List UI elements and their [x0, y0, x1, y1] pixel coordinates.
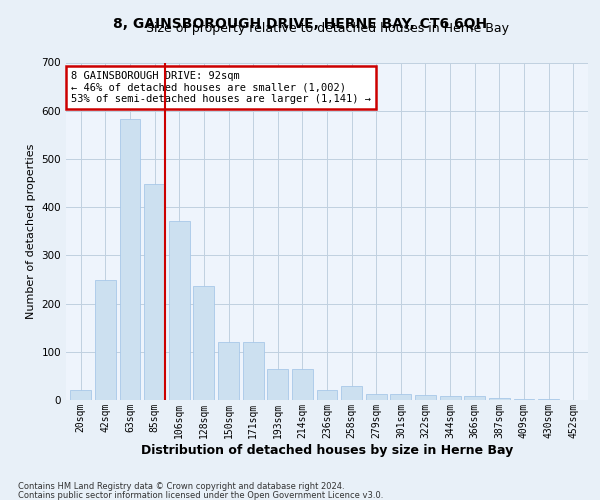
Bar — [144, 184, 165, 400]
Bar — [341, 386, 362, 400]
Bar — [292, 368, 313, 400]
Bar — [514, 398, 535, 400]
Y-axis label: Number of detached properties: Number of detached properties — [26, 144, 36, 319]
Bar — [464, 396, 485, 400]
Text: 8, GAINSBOROUGH DRIVE, HERNE BAY, CT6 6QH: 8, GAINSBOROUGH DRIVE, HERNE BAY, CT6 6Q… — [113, 18, 487, 32]
X-axis label: Distribution of detached houses by size in Herne Bay: Distribution of detached houses by size … — [141, 444, 513, 456]
Bar — [95, 280, 116, 400]
Title: Size of property relative to detached houses in Herne Bay: Size of property relative to detached ho… — [146, 22, 509, 35]
Text: Contains HM Land Registry data © Crown copyright and database right 2024.: Contains HM Land Registry data © Crown c… — [18, 482, 344, 491]
Bar — [317, 390, 337, 400]
Bar — [415, 395, 436, 400]
Bar — [489, 398, 510, 400]
Bar — [267, 368, 288, 400]
Bar — [169, 220, 190, 400]
Bar — [538, 399, 559, 400]
Text: Contains public sector information licensed under the Open Government Licence v3: Contains public sector information licen… — [18, 490, 383, 500]
Text: 8 GAINSBOROUGH DRIVE: 92sqm
← 46% of detached houses are smaller (1,002)
53% of : 8 GAINSBOROUGH DRIVE: 92sqm ← 46% of det… — [71, 71, 371, 104]
Bar — [218, 342, 239, 400]
Bar — [391, 394, 412, 400]
Bar — [366, 394, 387, 400]
Bar — [119, 120, 140, 400]
Bar — [70, 390, 91, 400]
Bar — [440, 396, 461, 400]
Bar — [193, 286, 214, 400]
Bar — [242, 342, 263, 400]
